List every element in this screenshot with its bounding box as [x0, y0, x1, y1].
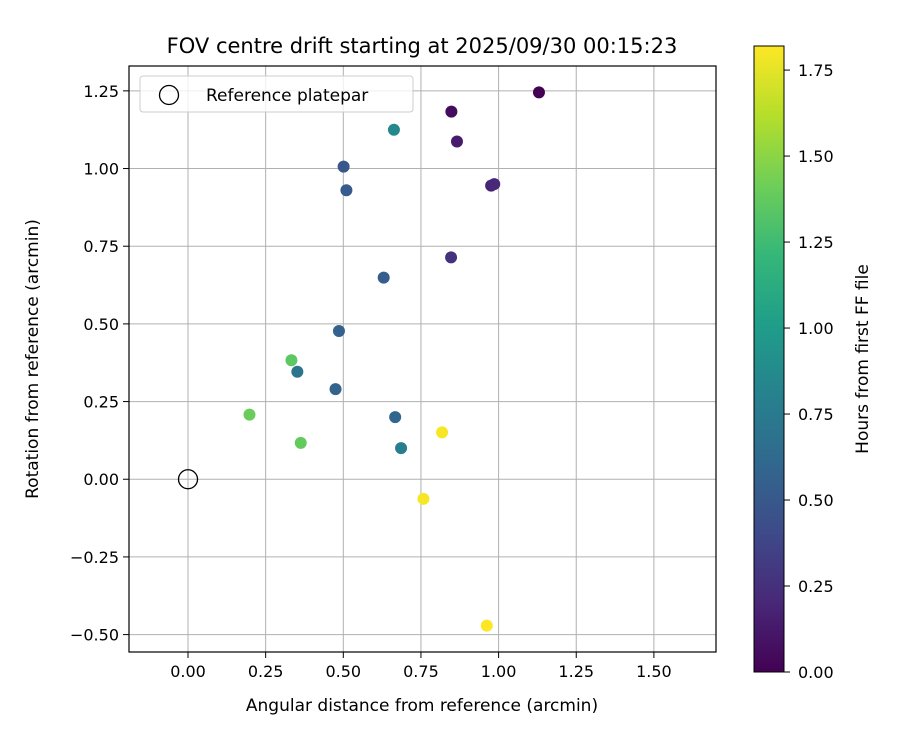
data-point [340, 184, 353, 197]
colorbar-tick-label: 1.25 [798, 233, 834, 252]
x-tick-label: 1.00 [481, 662, 517, 681]
legend-reference-marker [158, 84, 180, 106]
colorbar-tick-label: 1.00 [798, 319, 834, 338]
data-point [332, 325, 345, 338]
data-point [436, 426, 449, 439]
colorbar-label: Hours from first FF file [853, 264, 873, 454]
x-tick-label: 0.25 [248, 662, 284, 681]
colorbar-gradient [753, 45, 785, 673]
y-axis-label: Rotation from reference (arcmin) [23, 219, 43, 499]
x-tick-label: 0.00 [170, 662, 206, 681]
data-point [445, 251, 458, 264]
data-point [243, 408, 256, 421]
data-point [329, 383, 342, 396]
colorbar: 0.00 0.25 0.50 0.75 1.00 1.25 1.50 1.75 Hours f… [753, 45, 873, 682]
chart-title: FOV centre drift starting at 2025/09/30 … [167, 34, 678, 58]
y-tick-label: 0.50 [83, 315, 119, 334]
legend-label: Reference platepar [206, 86, 368, 106]
x-axis-label: Angular distance from reference (arcmin) [246, 696, 598, 716]
data-point [389, 411, 402, 424]
data-point [377, 271, 390, 284]
colorbar-tick-label: 0.50 [798, 491, 834, 510]
data-point [395, 442, 408, 455]
colorbar-tick-label: 0.25 [798, 577, 834, 596]
data-points [177, 86, 545, 632]
data-point [450, 135, 463, 148]
data-point [294, 436, 307, 449]
y-tick-label: 0.25 [83, 393, 119, 412]
data-point [532, 86, 545, 99]
legend: Reference platepar [139, 75, 414, 113]
x-axis-ticks: 0.00 0.25 0.50 0.75 1.00 1.25 1.50 [170, 652, 672, 681]
colorbar-tick-label: 0.00 [798, 663, 834, 682]
x-tick-label: 1.50 [636, 662, 672, 681]
colorbar-tick-label: 0.75 [798, 405, 834, 424]
y-tick-label: 1.25 [83, 82, 119, 101]
data-point [417, 492, 430, 505]
y-tick-label: 1.00 [83, 160, 119, 179]
grid [129, 66, 716, 652]
data-point [337, 160, 350, 173]
data-point [285, 354, 298, 367]
data-point [480, 619, 493, 632]
x-tick-label: 0.75 [403, 662, 439, 681]
data-point [445, 105, 458, 118]
x-tick-label: 0.50 [325, 662, 361, 681]
reference-point-marker [177, 469, 199, 490]
data-point [291, 365, 304, 378]
y-axis-ticks: −0.50 −0.25 0.00 0.25 0.50 0.75 1.00 1.25 [70, 82, 129, 645]
x-tick-label: 1.25 [558, 662, 594, 681]
y-tick-label: 0.00 [83, 470, 119, 489]
legend-box [139, 75, 414, 113]
plot-frame [128, 65, 717, 653]
data-point [387, 123, 400, 136]
colorbar-tick-label: 1.50 [798, 147, 834, 166]
colorbar-ticks: 0.00 0.25 0.50 0.75 1.00 1.25 1.50 1.75 [784, 61, 834, 682]
colorbar-tick-label: 1.75 [798, 61, 834, 80]
y-tick-label: −0.50 [70, 626, 119, 645]
y-tick-label: −0.25 [70, 548, 119, 567]
data-point [488, 178, 501, 191]
y-tick-label: 0.75 [83, 237, 119, 256]
